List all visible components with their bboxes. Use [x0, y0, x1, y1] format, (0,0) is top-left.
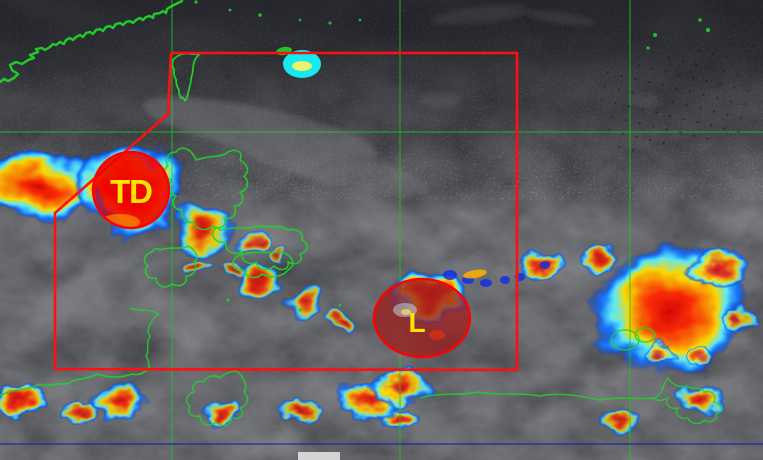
svg-text:L: L	[408, 307, 425, 338]
svg-text:TD: TD	[110, 173, 152, 210]
